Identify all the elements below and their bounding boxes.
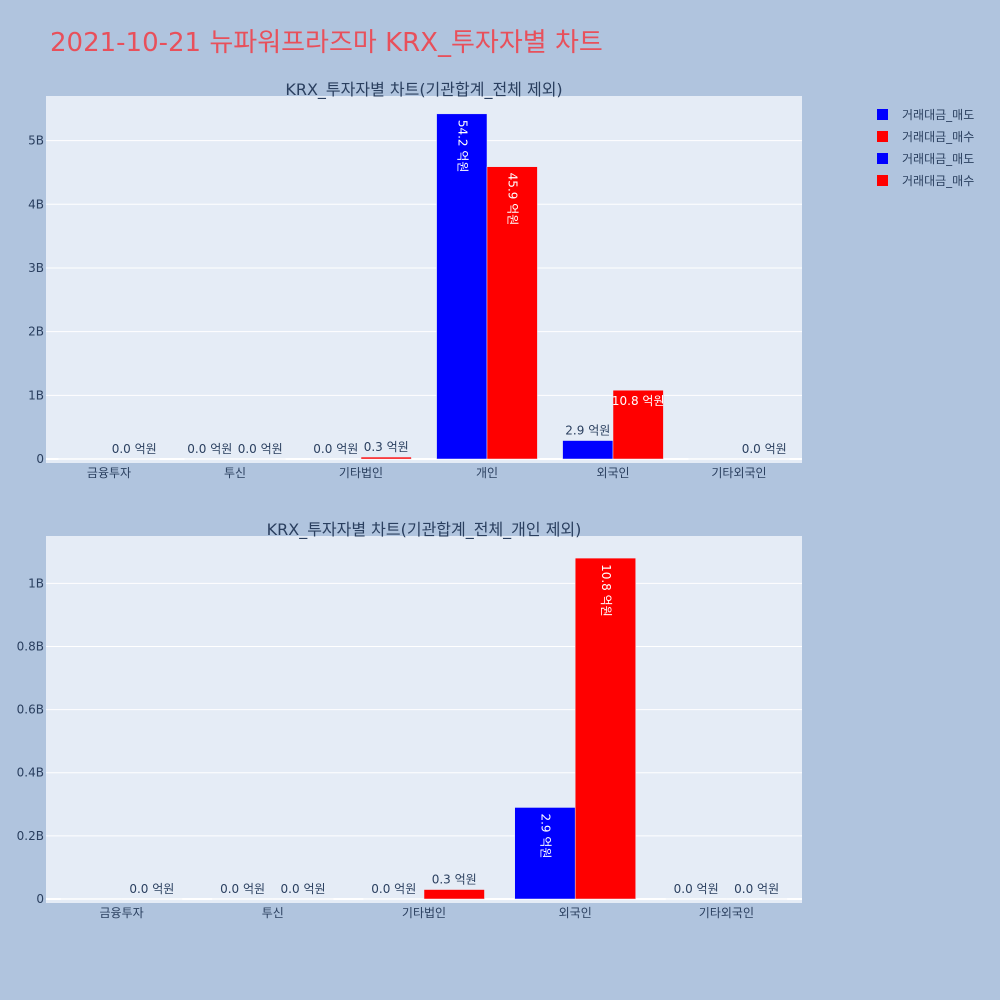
bar xyxy=(486,166,538,460)
x-tick-label: 투신 xyxy=(262,906,284,920)
legend-item: 거래대금_매도 xyxy=(902,108,974,122)
y-tick-label: 1B xyxy=(28,388,44,402)
data-label: 0.0 억원 xyxy=(129,882,174,896)
bar xyxy=(562,440,614,460)
y-tick-label: 0 xyxy=(36,452,44,466)
x-tick-label: 투신 xyxy=(224,466,246,480)
data-label: 2.9 억원 xyxy=(538,813,552,858)
x-tick-label: 기타외국인 xyxy=(711,466,766,480)
data-label: 2.9 억원 xyxy=(565,424,610,438)
data-label: 0.3 억원 xyxy=(432,873,477,887)
legend-swatch xyxy=(877,131,888,142)
y-tick-label: 0.4B xyxy=(17,766,44,780)
data-label: 0.0 억원 xyxy=(734,882,779,896)
data-label: 0.0 억원 xyxy=(313,442,358,456)
y-tick-label: 0.2B xyxy=(17,829,44,843)
y-tick-label: 5B xyxy=(28,134,44,148)
bar xyxy=(423,889,485,900)
data-label: 0.0 억원 xyxy=(742,442,787,456)
x-tick-label: 금융투자 xyxy=(100,906,144,920)
data-label: 10.8 억원 xyxy=(612,394,665,408)
bar xyxy=(612,389,664,460)
legend-item: 거래대금_매수 xyxy=(902,130,974,144)
x-tick-label: 개인 xyxy=(476,466,498,480)
legend-item: 거래대금_매수 xyxy=(902,174,974,188)
data-label: 0.0 억원 xyxy=(112,442,157,456)
data-label: 0.3 억원 xyxy=(364,440,409,454)
data-label: 0.0 억원 xyxy=(238,442,283,456)
data-label: 0.0 억원 xyxy=(220,882,265,896)
bar xyxy=(360,456,412,460)
x-tick-label: 기타법인 xyxy=(339,466,383,480)
x-tick-label: 외국인 xyxy=(559,906,592,920)
y-tick-label: 0 xyxy=(36,892,44,906)
bar xyxy=(574,557,636,900)
plot-area-1 xyxy=(46,96,802,463)
data-label: 0.0 억원 xyxy=(187,442,232,456)
x-tick-label: 기타법인 xyxy=(402,906,446,920)
legend-swatch xyxy=(877,109,888,120)
chart-title-2: KRX_투자자별 차트(기관합계_전체_개인 제외) xyxy=(267,520,582,540)
x-tick-label: 기타외국인 xyxy=(699,906,754,920)
data-label: 54.2 억원 xyxy=(455,120,469,173)
y-tick-label: 4B xyxy=(28,197,44,211)
page-title: 2021-10-21 뉴파워프라즈마 KRX_투자자별 차트 xyxy=(50,28,603,58)
data-label: 45.9 억원 xyxy=(506,173,520,226)
y-tick-label: 1B xyxy=(28,576,44,590)
data-label: 10.8 억원 xyxy=(599,564,613,617)
y-tick-label: 2B xyxy=(28,325,44,339)
x-tick-label: 외국인 xyxy=(596,466,629,480)
y-tick-label: 3B xyxy=(28,261,44,275)
legend-swatch xyxy=(877,153,888,164)
y-tick-label: 0.6B xyxy=(17,703,44,717)
data-label: 0.0 억원 xyxy=(674,882,719,896)
legend-item: 거래대금_매도 xyxy=(902,152,974,166)
data-label: 0.0 억원 xyxy=(371,882,416,896)
data-label: 0.0 억원 xyxy=(281,882,326,896)
x-tick-label: 금융투자 xyxy=(87,466,131,480)
legend-swatch xyxy=(877,175,888,186)
y-tick-label: 0.8B xyxy=(17,639,44,653)
plot-area-2 xyxy=(46,536,802,903)
chart-title-1: KRX_투자자별 차트(기관합계_전체 제외) xyxy=(285,80,562,100)
bar xyxy=(514,807,576,900)
